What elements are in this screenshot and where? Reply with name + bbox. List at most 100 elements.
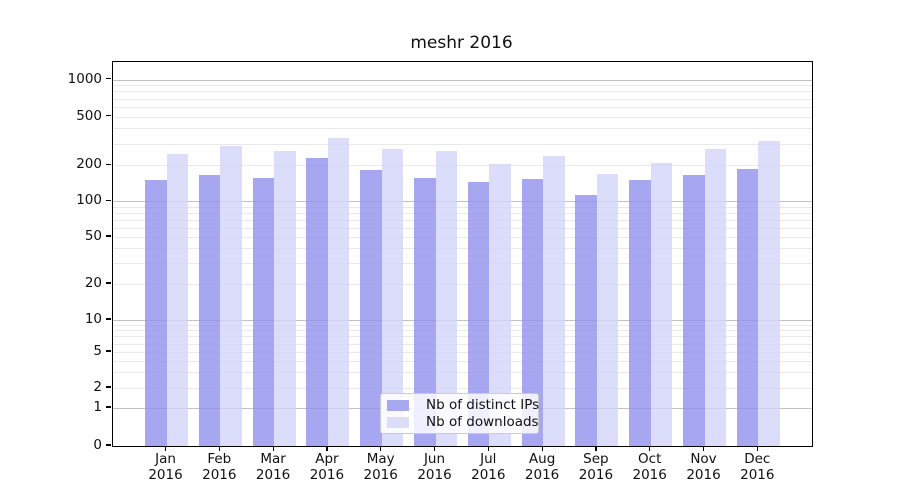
- gridline-minor-200: [113, 165, 812, 167]
- bar-distinct-ips-jun: [414, 177, 436, 446]
- chart-title: meshr 2016: [410, 33, 513, 53]
- gridline-minor-80: [113, 212, 812, 214]
- y-axis-tick-label-50: 50: [84, 228, 102, 244]
- gridline-minor-40: [113, 248, 812, 250]
- gridline-minor-8: [113, 330, 812, 332]
- gridline-minor-9: [113, 324, 812, 326]
- gridline-minor-50: [113, 237, 812, 238]
- x-axis-tick-feb: [218, 446, 220, 451]
- legend-label-distinct-ips: Nb of distinct IPs: [426, 397, 540, 413]
- bar-downloads-apr: [327, 138, 350, 446]
- bar-downloads-sep: [596, 174, 619, 446]
- gridline-minor-400: [113, 128, 812, 130]
- bar-distinct-ips-dec: [736, 168, 759, 446]
- gridline-minor-3: [113, 372, 812, 374]
- y-axis-tick-label-200: 200: [76, 156, 102, 173]
- y-axis-tick-label-1000: 1000: [67, 70, 102, 87]
- x-axis-tick-may: [380, 446, 382, 451]
- gridline-minor-6: [113, 343, 812, 345]
- gridline-minor-2: [113, 388, 812, 389]
- x-axis-tick-label-mar: Mar 2016: [255, 451, 291, 483]
- x-axis-tick-oct: [649, 446, 651, 451]
- x-axis-tick-label-feb: Feb 2016: [202, 451, 237, 483]
- bar-downloads-jul: [489, 164, 511, 446]
- bar-distinct-ips-feb: [198, 174, 221, 446]
- x-axis-tick-label-apr: Apr 2016: [309, 451, 345, 483]
- x-axis-tick-label-jan: Jan 2016: [148, 451, 183, 483]
- bar-distinct-ips-apr: [306, 157, 328, 446]
- gridline-minor-7: [113, 336, 812, 338]
- gridline-minor-300: [113, 143, 812, 145]
- x-axis-tick-label-dec: Dec 2016: [740, 451, 775, 483]
- gridline-minor-500: [113, 116, 812, 118]
- bar-downloads-dec: [758, 140, 780, 446]
- x-axis-tick-label-nov: Nov 2016: [686, 451, 721, 483]
- legend-swatch-downloads-icon: [387, 416, 409, 428]
- gridline-minor-600: [113, 106, 812, 108]
- gridline-minor-900: [113, 85, 812, 87]
- y-axis-tick-label-20: 20: [84, 275, 102, 291]
- bar-downloads-jan: [166, 154, 188, 446]
- x-axis-tick-label-oct: Oct 2016: [632, 451, 667, 483]
- legend: Nb of distinct IPs Nb of downloads: [380, 393, 539, 434]
- gridline-major-10: [113, 320, 812, 321]
- gridline-minor-4: [113, 360, 812, 362]
- y-axis-tick-label-100: 100: [76, 192, 102, 209]
- legend-swatch-distinct-ips-icon: [387, 399, 409, 411]
- y-axis-tick-1: [106, 406, 111, 408]
- y-axis-tick-label-0: 0: [93, 437, 102, 453]
- x-axis-tick-apr: [326, 446, 328, 451]
- bar-downloads-jun: [435, 151, 457, 446]
- x-axis-tick-label-may: May 2016: [363, 451, 398, 483]
- y-axis-tick-10: [106, 318, 111, 320]
- bar-distinct-ips-jul: [467, 181, 490, 446]
- y-axis-tick-500: [106, 114, 111, 117]
- bar-distinct-ips-sep: [575, 194, 597, 446]
- y-axis-tick-100: [106, 199, 111, 201]
- y-axis-tick-0: [106, 444, 111, 446]
- bar-downloads-mar: [274, 150, 296, 446]
- gridline-minor-5: [113, 352, 812, 353]
- legend-item-distinct-ips: Nb of distinct IPs: [387, 397, 539, 413]
- bar-distinct-ips-may: [360, 169, 382, 446]
- x-axis-tick-label-jul: Jul 2016: [471, 451, 506, 483]
- y-axis-tick-50: [106, 235, 111, 237]
- bar-distinct-ips-jan: [145, 180, 167, 446]
- gridline-major-1000: [113, 79, 812, 81]
- bar-distinct-ips-nov: [683, 174, 705, 446]
- x-axis-tick-dec: [756, 446, 758, 451]
- x-axis-tick-aug: [541, 446, 543, 451]
- y-axis-tick-1000: [106, 77, 111, 80]
- gridline-minor-60: [113, 227, 812, 229]
- y-axis-tick-5: [106, 350, 111, 352]
- x-axis-tick-jul: [487, 446, 489, 451]
- y-axis-tick-label-500: 500: [76, 107, 102, 124]
- legend-item-downloads: Nb of downloads: [387, 414, 539, 430]
- x-axis-tick-mar: [272, 446, 274, 451]
- y-axis-tick-label-10: 10: [84, 311, 102, 327]
- x-axis-tick-label-aug: Aug 2016: [524, 451, 560, 483]
- gridline-minor-700: [113, 98, 812, 100]
- legend-label-downloads: Nb of downloads: [426, 414, 539, 430]
- y-axis-tick-20: [106, 282, 111, 284]
- x-axis-tick-label-jun: Jun 2016: [417, 451, 452, 483]
- y-axis-tick-label-2: 2: [93, 379, 102, 395]
- gridline-minor-800: [113, 91, 812, 93]
- gridline-minor-90: [113, 206, 812, 208]
- bar-downloads-oct: [650, 163, 673, 446]
- gridline-minor-70: [113, 219, 812, 221]
- bar-distinct-ips-mar: [252, 177, 275, 446]
- y-axis-tick-label-5: 5: [93, 343, 102, 359]
- bar-distinct-ips-aug: [521, 178, 544, 446]
- gridline-major-100: [113, 201, 812, 203]
- x-axis-tick-label-sep: Sep 2016: [578, 451, 614, 483]
- bar-downloads-nov: [704, 149, 726, 446]
- bar-distinct-ips-oct: [629, 180, 651, 446]
- x-axis-tick-nov: [702, 446, 705, 451]
- plot-area: [112, 61, 813, 447]
- bar-downloads-feb: [220, 145, 242, 446]
- bar-downloads-may: [381, 149, 404, 446]
- gridline-minor-30: [113, 263, 812, 265]
- x-axis-tick-sep: [595, 446, 597, 451]
